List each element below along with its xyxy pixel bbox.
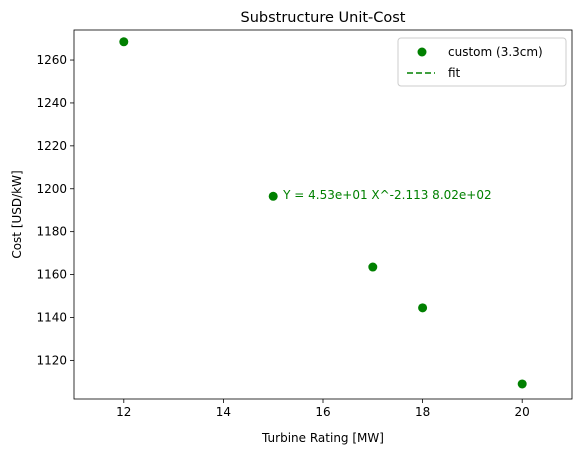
data-point [518, 379, 527, 388]
y-tick-label: 1140 [36, 310, 67, 324]
data-point [418, 303, 427, 312]
y-tick-label: 1200 [36, 182, 67, 196]
x-tick-label: 18 [415, 405, 430, 419]
data-point [119, 37, 128, 46]
y-tick-label: 1240 [36, 96, 67, 110]
x-tick-label: 14 [216, 405, 231, 419]
y-tick-label: 1160 [36, 268, 67, 282]
y-tick-label: 1180 [36, 225, 67, 239]
y-axis-label: Cost [USD/kW] [10, 170, 24, 258]
fit-equation-annotation: Y = 4.53e+01 X^-2.113 8.02e+02 [282, 188, 491, 202]
legend: custom (3.3cm) fit [398, 38, 566, 86]
y-tick-label: 1260 [36, 53, 67, 67]
legend-label: fit [448, 66, 461, 80]
annotations: Y = 4.53e+01 X^-2.113 8.02e+02 [282, 188, 491, 202]
chart-title: Substructure Unit-Cost [241, 10, 406, 26]
legend-label: custom (3.3cm) [448, 45, 543, 59]
y-tick-label: 1220 [36, 139, 67, 153]
x-axis-label: Turbine Rating [MW] [261, 431, 384, 445]
data-point [368, 263, 377, 272]
x-tick-label: 16 [315, 405, 330, 419]
y-tick-label: 1120 [36, 353, 67, 367]
data-point [269, 192, 278, 201]
x-tick-label: 20 [515, 405, 530, 419]
x-tick-label: 12 [116, 405, 131, 419]
legend-marker [418, 48, 427, 57]
